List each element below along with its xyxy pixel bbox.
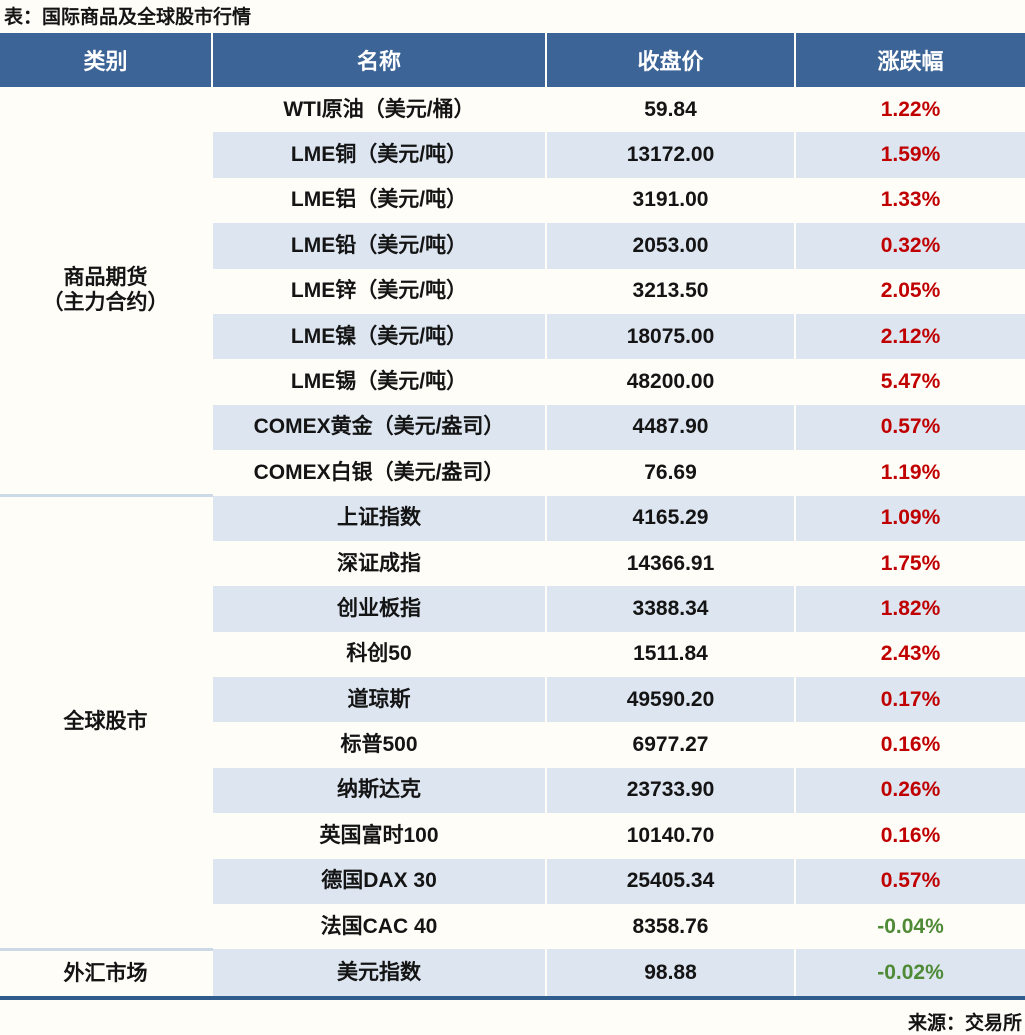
page-title: 表：国际商品及全球股市行情: [4, 7, 252, 28]
close-price-cell: 1511.84: [545, 631, 795, 678]
name-cell: 德国DAX 30: [211, 858, 546, 905]
name-cell: 标普500: [211, 722, 546, 768]
change-percent-cell: 2.43%: [794, 631, 1025, 678]
close-price-cell: 59.84: [545, 87, 795, 133]
change-percent-cell: -0.02%: [794, 949, 1025, 999]
name-cell: 科创50: [211, 631, 546, 678]
name-cell: WTI原油（美元/桶）: [211, 87, 546, 133]
header-category: 类别: [0, 33, 212, 87]
table-row: 外汇市场 美元指数 98.88 -0.02%: [0, 947, 1025, 999]
close-price-cell: 13172.00: [545, 132, 795, 178]
close-price-cell: 25405.34: [545, 858, 795, 905]
close-price-cell: 3213.50: [545, 268, 795, 314]
change-percent-cell: 0.16%: [794, 813, 1025, 859]
category-cell: 商品期货 （主力合约）: [0, 87, 212, 496]
change-percent-cell: 0.17%: [794, 677, 1025, 723]
table-row: 商品期货 （主力合约） WTI原油（美元/桶） 59.84 1.22%: [0, 87, 1025, 496]
close-price-cell: 6977.27: [545, 722, 795, 768]
name-cell: COMEX黄金（美元/盎司）: [211, 404, 546, 451]
close-price-cell: 23733.90: [545, 767, 795, 814]
change-percent-cell: 1.33%: [794, 177, 1025, 224]
table-row: 创业板指 3388.34 1.82%: [0, 586, 1025, 632]
close-price-cell: 76.69: [545, 450, 795, 496]
name-cell: 英国富时100: [211, 813, 546, 859]
name-cell: COMEX白银（美元/盎司）: [211, 450, 546, 496]
table-row: 深证成指 14366.91 1.75%: [0, 540, 1025, 587]
name-cell: LME锌（美元/吨）: [211, 268, 546, 314]
change-percent-cell: 5.47%: [794, 359, 1025, 405]
table-row: LME铅（美元/吨） 2053.00 0.32%: [0, 223, 1025, 269]
close-price-cell: 4165.29: [545, 495, 795, 541]
table-row: 德国DAX 30 25405.34 0.57%: [0, 858, 1025, 905]
change-percent-cell: 0.57%: [794, 858, 1025, 905]
close-price-cell: 98.88: [545, 949, 795, 999]
close-price-cell: 14366.91: [545, 540, 795, 587]
name-cell: LME镍（美元/吨）: [211, 313, 546, 360]
name-cell: 纳斯达克: [211, 767, 546, 814]
table-row: COMEX白银（美元/盎司） 76.69 1.19%: [0, 450, 1025, 496]
header-change: 涨跌幅: [794, 33, 1025, 87]
name-cell: LME铝（美元/吨）: [211, 177, 546, 224]
table-row: 纳斯达克 23733.90 0.26%: [0, 767, 1025, 814]
table-row: LME铜（美元/吨） 13172.00 1.59%: [0, 132, 1025, 178]
close-price-cell: 4487.90: [545, 404, 795, 451]
close-price-cell: 18075.00: [545, 313, 795, 360]
table-row: LME锌（美元/吨） 3213.50 2.05%: [0, 268, 1025, 314]
header-name: 名称: [211, 33, 546, 87]
close-price-cell: 3388.34: [545, 586, 795, 632]
change-percent-cell: 1.09%: [794, 495, 1025, 541]
name-cell: 上证指数: [211, 495, 546, 541]
category-line: （主力合约）: [42, 290, 169, 314]
name-cell: 美元指数: [211, 949, 546, 999]
name-cell: LME铅（美元/吨）: [211, 223, 546, 269]
table-row: LME铝（美元/吨） 3191.00 1.33%: [0, 177, 1025, 224]
table-row: LME锡（美元/吨） 48200.00 5.47%: [0, 359, 1025, 405]
category-line: 商品期货: [63, 266, 148, 290]
close-price-cell: 48200.00: [545, 359, 795, 405]
name-cell: LME铜（美元/吨）: [211, 132, 546, 178]
header-close: 收盘价: [545, 33, 795, 87]
change-percent-cell: 0.26%: [794, 767, 1025, 814]
change-percent-cell: 0.32%: [794, 223, 1025, 269]
market-quotes-table: 类别 名称 收盘价 涨跌幅 商品期货 （主力合约） WTI原油（美元/桶） 59.84…: [0, 33, 1025, 1001]
change-percent-cell: -0.04%: [794, 904, 1025, 950]
change-percent-cell: 2.05%: [794, 268, 1025, 314]
name-cell: 创业板指: [211, 586, 546, 632]
table-row: 英国富时100 10140.70 0.16%: [0, 813, 1025, 859]
category-cell: 外汇市场: [0, 947, 212, 999]
change-percent-cell: 0.57%: [794, 404, 1025, 451]
close-price-cell: 8358.76: [545, 904, 795, 950]
close-price-cell: 10140.70: [545, 813, 795, 859]
category-line: 全球股市: [63, 710, 148, 734]
name-cell: 法国CAC 40: [211, 904, 546, 950]
source-note: 来源：交易所: [907, 1013, 1022, 1035]
close-price-cell: 3191.00: [545, 177, 795, 224]
close-price-cell: 49590.20: [545, 677, 795, 723]
change-percent-cell: 1.22%: [794, 87, 1025, 133]
change-percent-cell: 0.16%: [794, 722, 1025, 768]
name-cell: 道琼斯: [211, 677, 546, 723]
change-percent-cell: 1.19%: [794, 450, 1025, 496]
change-percent-cell: 1.59%: [794, 132, 1025, 178]
change-percent-cell: 1.75%: [794, 540, 1025, 587]
table-row: 标普500 6977.27 0.16%: [0, 722, 1025, 768]
name-cell: LME锡（美元/吨）: [211, 359, 546, 405]
table-row: 道琼斯 49590.20 0.17%: [0, 677, 1025, 723]
category-cell: 全球股市: [0, 494, 212, 950]
table-row: COMEX黄金（美元/盎司） 4487.90 0.57%: [0, 404, 1025, 451]
table-row: 法国CAC 40 8358.76 -0.04%: [0, 904, 1025, 950]
close-price-cell: 2053.00: [545, 223, 795, 269]
table-header: 类别 名称 收盘价 涨跌幅: [0, 33, 1025, 87]
name-cell: 深证成指: [211, 540, 546, 587]
table-row: LME镍（美元/吨） 18075.00 2.12%: [0, 313, 1025, 360]
table-body: 商品期货 （主力合约） WTI原油（美元/桶） 59.84 1.22% LME铜（美元/吨…: [0, 87, 1025, 999]
change-percent-cell: 1.82%: [794, 586, 1025, 632]
table-row: 科创50 1511.84 2.43%: [0, 631, 1025, 678]
table-row: 全球股市 上证指数 4165.29 1.09%: [0, 494, 1025, 950]
category-line: 外汇市场: [63, 961, 148, 985]
change-percent-cell: 2.12%: [794, 313, 1025, 360]
header-row: 类别 名称 收盘价 涨跌幅: [0, 33, 1025, 87]
